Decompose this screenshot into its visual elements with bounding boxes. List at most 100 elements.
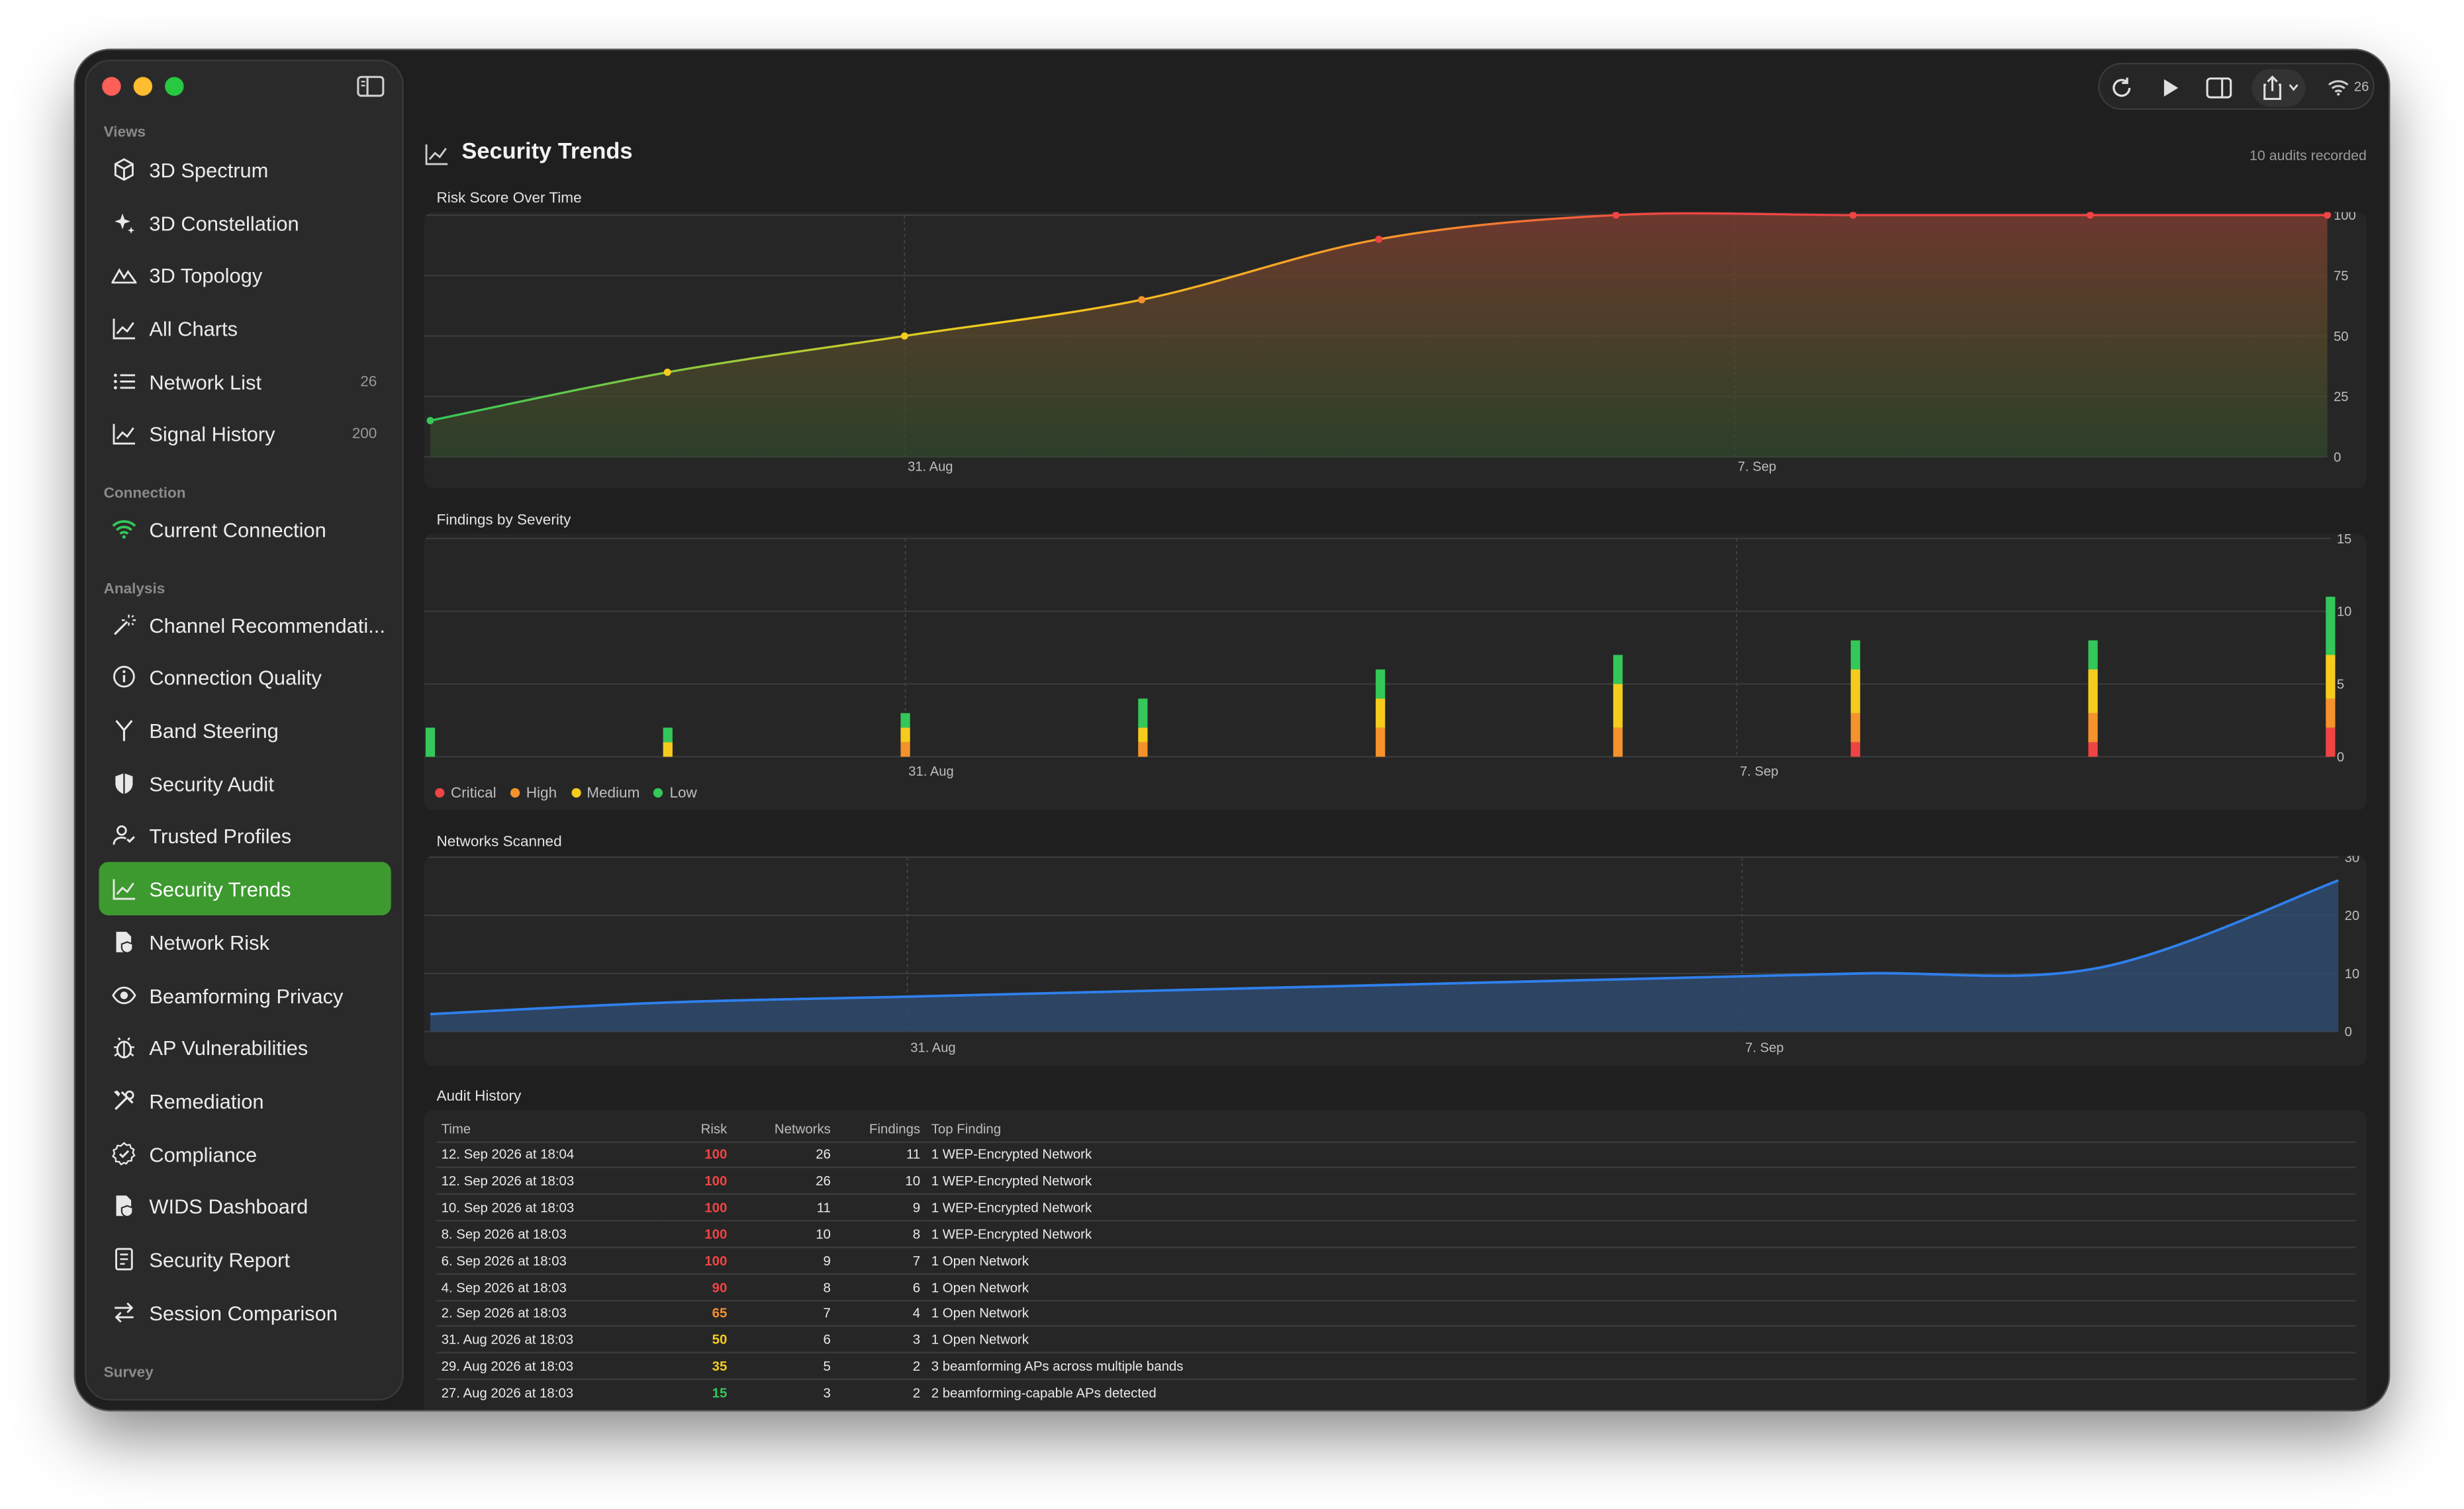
sidebar-item-3d-constellation[interactable]: 3D Constellation xyxy=(99,197,391,250)
cell-top-finding: 1 WEP-Encrypted Network xyxy=(920,1140,2356,1168)
audits-recorded-label: 10 audits recorded xyxy=(2250,147,2367,163)
sidebar-item-label: Session Comparison xyxy=(149,1301,338,1324)
minimize-window-button[interactable] xyxy=(133,77,153,96)
column-header-risk[interactable]: Risk xyxy=(700,1120,728,1136)
shield-icon xyxy=(99,771,149,796)
cell-networks: 26 xyxy=(727,1140,831,1168)
x-tick-label: 7. Sep xyxy=(1740,764,1778,779)
zoom-window-button[interactable] xyxy=(165,77,184,96)
inspector-toggle-icon[interactable] xyxy=(2205,73,2234,102)
sidebar-item-network-list[interactable]: Network List 26 xyxy=(99,355,391,408)
play-icon[interactable] xyxy=(2156,73,2185,102)
sidebar-item-wids-dashboard[interactable]: WIDS Dashboard xyxy=(99,1179,391,1233)
sidebar-item-ap-vulnerabilities[interactable]: AP Vulnerabilities xyxy=(99,1021,391,1074)
x-tick-label: 31. Aug xyxy=(908,764,953,779)
column-header-findings[interactable]: Findings xyxy=(869,1120,921,1136)
table-row[interactable]: 10. Sep 2026 at 18:03 100 11 9 1 WEP-Encrypt… xyxy=(436,1193,2356,1221)
sidebar-item-label: Connection Quality xyxy=(149,664,322,689)
table-row[interactable]: 29. Aug 2026 at 18:03 35 5 2 3 beamforming A… xyxy=(436,1352,2356,1380)
bar-segment-medium xyxy=(900,727,910,743)
sidebar-item-channel-recommendations[interactable]: Channel Recommendati... xyxy=(99,598,391,652)
table-row[interactable]: 2. Sep 2026 at 18:03 65 7 4 1 Open Network xyxy=(436,1299,2356,1327)
cell-top-finding: 1 WEP-Encrypted Network xyxy=(920,1193,2356,1221)
table-row[interactable]: 27. Aug 2026 at 18:03 15 3 2 2 beamforming-c… xyxy=(436,1379,2356,1406)
legend-label: Critical xyxy=(450,785,497,803)
share-button[interactable] xyxy=(2251,69,2306,107)
cell-findings: 2 xyxy=(830,1352,921,1380)
legend-item-medium: Medium xyxy=(571,785,640,802)
sidebar-item-connection-quality[interactable]: Connection Quality xyxy=(99,650,391,704)
sidebar-item-label: Trusted Profiles xyxy=(149,823,292,847)
legend-label: High xyxy=(526,785,557,803)
doc-shield-icon xyxy=(99,929,149,954)
sidebar-item-all-charts[interactable]: All Charts xyxy=(99,301,391,355)
cell-risk: 100 xyxy=(656,1193,728,1221)
sidebar-toggle-icon[interactable] xyxy=(356,73,385,99)
cell-risk: 15 xyxy=(656,1379,728,1406)
x-tick-label: 31. Aug xyxy=(910,1040,955,1055)
table-row[interactable]: 6. Sep 2026 at 18:03 100 9 7 1 Open Network xyxy=(436,1246,2356,1274)
bar-segment-low xyxy=(2088,640,2098,670)
y-tick-label: 5 xyxy=(2337,678,2344,692)
sidebar-item-security-audit[interactable]: Security Audit xyxy=(99,756,391,810)
table-row[interactable]: 8. Sep 2026 at 18:03 100 10 8 1 WEP-Encrypte… xyxy=(436,1220,2356,1248)
y-tick-label: 30 xyxy=(2345,856,2359,865)
sidebar-item-label: Security Trends xyxy=(149,876,291,901)
legend-label: Medium xyxy=(587,785,640,803)
fork-icon xyxy=(99,717,149,743)
sidebar-item-label: Network List xyxy=(149,369,262,394)
bar-segment-low xyxy=(1138,698,1148,728)
cell-networks: 9 xyxy=(727,1246,831,1274)
sidebar-item-label: Network Risk xyxy=(149,930,270,954)
table-row[interactable]: 31. Aug 2026 at 18:03 50 6 3 1 Open Network xyxy=(436,1326,2356,1353)
cell-findings: 4 xyxy=(830,1299,921,1327)
cell-findings: 9 xyxy=(830,1193,921,1221)
sidebar-item-3d-topology[interactable]: 3D Topology xyxy=(99,248,391,302)
sidebar-item-band-steering[interactable]: Band Steering xyxy=(99,704,391,757)
bar-segment-critical xyxy=(1850,742,1860,757)
sparkles-icon xyxy=(99,210,149,236)
cell-top-finding: 1 Open Network xyxy=(920,1326,2356,1353)
mountain-icon xyxy=(99,262,149,287)
sidebar-item-label: AP Vulnerabilities xyxy=(149,1035,308,1060)
bar-segment-high xyxy=(1376,727,1386,757)
cell-networks: 10 xyxy=(727,1220,831,1248)
risk-line xyxy=(430,212,2328,422)
main-content: Security Trends 10 audits recorded Risk … xyxy=(418,50,2389,1410)
sidebar-item-label: Security Audit xyxy=(149,771,274,796)
risk-area xyxy=(430,213,2328,457)
sidebar-item-compliance[interactable]: Compliance xyxy=(99,1127,391,1181)
close-window-button[interactable] xyxy=(102,77,121,96)
refresh-icon[interactable] xyxy=(2107,73,2136,102)
sidebar-item-security-report[interactable]: Security Report xyxy=(99,1232,391,1286)
sidebar-item-remediation[interactable]: Remediation xyxy=(99,1074,391,1128)
bar-segment-low xyxy=(1850,640,1860,670)
sidebar-item-label: 3D Constellation xyxy=(149,211,299,235)
table-row[interactable]: 12. Sep 2026 at 18:03 100 26 10 1 WEP-Encryp… xyxy=(436,1167,2356,1195)
bar-segment-medium xyxy=(1850,669,1860,713)
column-header-networks[interactable]: Networks xyxy=(774,1120,831,1136)
networks-scanned-chart: 0 10 20 30 31. Aug 7. Sep xyxy=(424,856,2359,1055)
audit-table: Time Risk Networks Findings Top Finding … xyxy=(436,1110,2356,1406)
sidebar-item-beamforming-privacy[interactable]: Beamforming Privacy xyxy=(99,969,391,1023)
bar-segment-medium xyxy=(663,742,673,757)
risk-point xyxy=(900,332,908,340)
sidebar-item-3d-spectrum[interactable]: 3D Spectrum xyxy=(99,143,391,197)
sidebar-item-session-comparison[interactable]: Session Comparison xyxy=(99,1286,391,1340)
findings-legend: Critical High Medium Low xyxy=(435,785,697,802)
networks-chart-title: Networks Scanned xyxy=(436,833,562,851)
table-row[interactable]: 12. Sep 2026 at 18:04 100 26 11 1 WEP-Encryp… xyxy=(436,1140,2356,1168)
risk-chart-title: Risk Score Over Time xyxy=(436,190,582,208)
table-row[interactable]: 4. Sep 2026 at 18:03 90 8 6 1 Open Network xyxy=(436,1273,2356,1301)
sidebar-item-network-risk[interactable]: Network Risk xyxy=(99,915,391,969)
sidebar-item-signal-history[interactable]: Signal History 200 xyxy=(99,406,391,460)
column-header-top-finding[interactable]: Top Finding xyxy=(931,1120,1002,1136)
column-header-time[interactable]: Time xyxy=(441,1120,471,1136)
sidebar-item-current-connection[interactable]: Current Connection xyxy=(99,502,391,556)
cell-networks: 8 xyxy=(727,1273,831,1301)
sidebar-item-security-trends[interactable]: Security Trends xyxy=(99,862,391,915)
sidebar-item-trusted-profiles[interactable]: Trusted Profiles xyxy=(99,809,391,862)
networks-chart-panel: 0 10 20 30 31. Aug 7. Sep xyxy=(424,855,2367,1066)
cell-top-finding: 1 Open Network xyxy=(920,1299,2356,1327)
sidebar-item-label: 3D Topology xyxy=(149,263,263,287)
